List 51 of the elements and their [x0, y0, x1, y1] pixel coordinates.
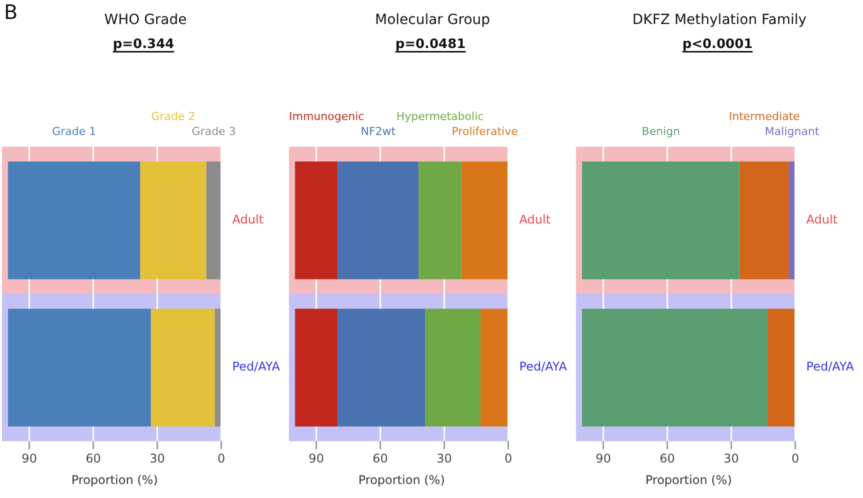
y-tick-label: Ped/AYA	[806, 360, 855, 374]
text: Benign	[642, 124, 680, 138]
chart-title: DKFZ Methylation Family	[632, 12, 807, 28]
x-tick-label: 60	[86, 452, 101, 466]
text: B	[4, 0, 18, 24]
text: Proliferative	[452, 124, 518, 138]
x-tick-label: 0	[791, 452, 800, 466]
y-tick-label: Adult	[519, 212, 551, 227]
chart-title: Molecular Group	[374, 12, 490, 28]
bar	[150, 308, 215, 426]
x-axis-title: Proportion (%)	[645, 472, 732, 487]
y-tick-label: Adult	[232, 212, 264, 227]
bar	[295, 308, 338, 426]
x-tick-label: 60	[372, 452, 388, 466]
y-tick-label: Adult	[806, 212, 838, 227]
x-tick-label: 90	[22, 452, 37, 466]
text: NF2wt	[360, 124, 396, 138]
chart-title: WHO Grade	[104, 12, 187, 28]
x-tick-label: 30	[724, 452, 739, 466]
x-tick-label: 90	[308, 452, 324, 466]
bar	[788, 162, 795, 280]
bar	[480, 308, 508, 426]
bar	[214, 308, 221, 426]
text: Intermediate	[728, 110, 800, 123]
bar	[206, 162, 221, 280]
text: Malignant	[764, 124, 820, 138]
y-tick-label: Ped/AYA	[232, 360, 281, 374]
x-tick-label: 30	[150, 452, 165, 466]
text: p=0.344	[112, 37, 174, 52]
text: p=0.0481	[395, 37, 466, 52]
bar	[768, 308, 795, 426]
text: Hypermetabolic	[396, 110, 484, 123]
y-tick-label: Ped/AYA	[519, 360, 568, 374]
x-tick-label: 0	[217, 452, 226, 466]
x-axis-title: Proportion (%)	[71, 472, 158, 487]
x-tick-label: 30	[436, 452, 452, 466]
bar	[740, 162, 789, 280]
bar	[295, 162, 338, 280]
x-axis-title: Proportion (%)	[358, 472, 445, 487]
text: Grade 2	[151, 110, 196, 123]
bar	[461, 162, 508, 280]
text: Grade 1	[52, 124, 96, 138]
bar	[140, 162, 206, 280]
x-tick-label: 0	[504, 452, 512, 466]
bar	[425, 308, 481, 426]
x-tick-label: 60	[660, 452, 675, 466]
x-tick-label: 90	[596, 452, 611, 466]
bar	[418, 162, 462, 280]
text: p<0.0001	[682, 37, 753, 52]
text: Immunogenic	[288, 110, 364, 123]
text: Grade 3	[192, 124, 236, 138]
